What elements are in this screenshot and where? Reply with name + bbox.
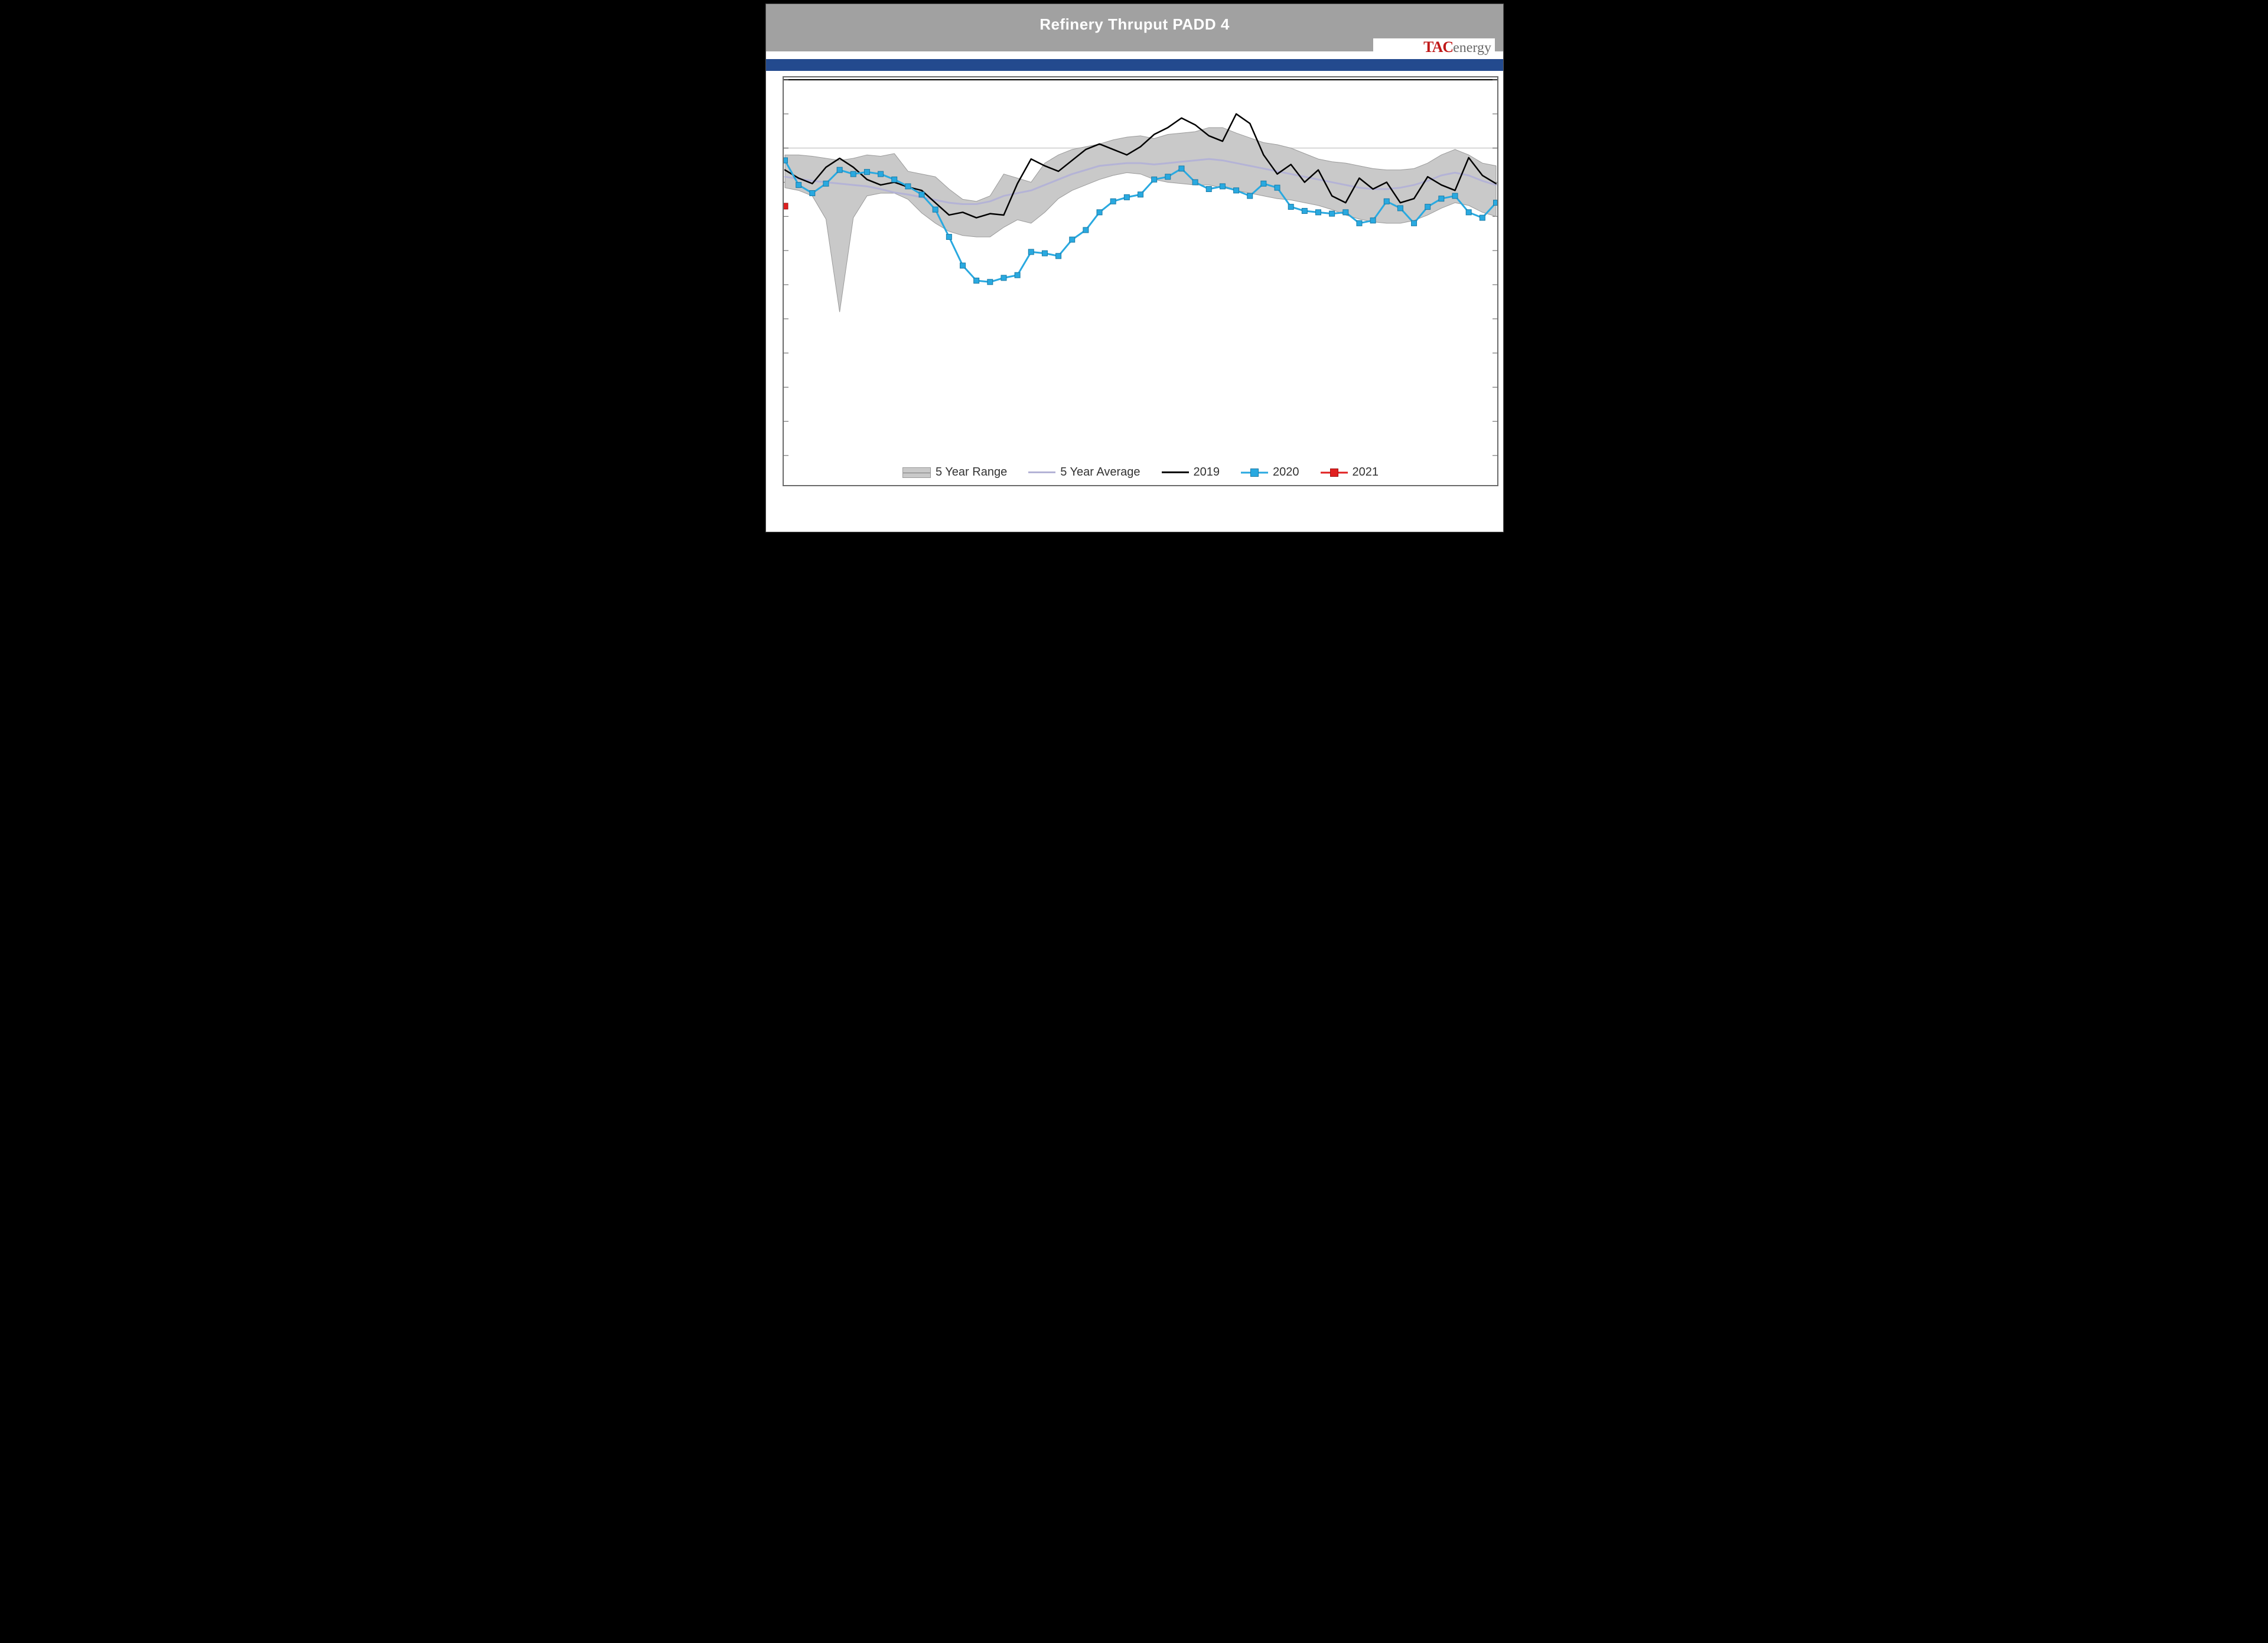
legend-item: 2020	[1241, 466, 1299, 479]
plot-area: 5 Year Range 5 Year Average 2019 2020 2021	[783, 76, 1498, 486]
legend: 5 Year Range 5 Year Average 2019 2020 2021	[784, 466, 1497, 479]
logo-part-tac: TAC	[1423, 38, 1453, 56]
legend-label: 2021	[1353, 466, 1379, 479]
logo-part-energy: energy	[1453, 40, 1491, 56]
legend-item: 2021	[1321, 466, 1379, 479]
legend-item: 5 Year Range	[902, 466, 1007, 479]
legend-item: 5 Year Average	[1028, 466, 1140, 479]
legend-item: 2019	[1162, 466, 1220, 479]
legend-swatch	[1162, 471, 1189, 473]
title-bar: Refinery Thruput PADD 4 TACenergy	[766, 4, 1503, 57]
legend-label: 2020	[1273, 466, 1299, 479]
legend-label: 5 Year Range	[936, 466, 1007, 479]
legend-swatch	[1321, 469, 1348, 477]
chart-panel: Refinery Thruput PADD 4 TACenergy 5 Year…	[765, 4, 1504, 532]
chart-frame: Refinery Thruput PADD 4 TACenergy 5 Year…	[762, 0, 1506, 535]
legend-swatch	[1028, 471, 1055, 473]
title-blue-band	[766, 58, 1503, 71]
legend-label: 5 Year Average	[1060, 466, 1140, 479]
legend-label: 2019	[1194, 466, 1220, 479]
legend-swatch	[902, 467, 931, 478]
tac-energy-logo: TACenergy	[1373, 38, 1495, 60]
chart-svg	[784, 77, 1497, 485]
legend-swatch	[1241, 469, 1268, 477]
